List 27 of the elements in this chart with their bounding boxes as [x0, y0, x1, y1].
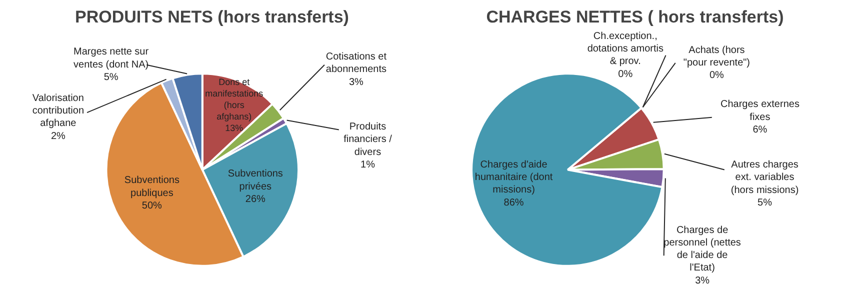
slice-label: Charges d'aide humanitaire (dont missions) — [474, 159, 553, 196]
slice-label: Charges externes fixes — [720, 99, 800, 123]
slice-label: Produits financiers / divers — [344, 121, 392, 158]
slice-label: Cotisations et abonnements — [326, 51, 387, 76]
slice-label: Autres charges ext. variables (hors missions) — [730, 160, 799, 196]
slice-label: Marges nette sur ventes (dont NA) — [74, 46, 150, 70]
chart-title: PRODUITS NETS (hors transferts) — [75, 8, 349, 26]
slice-label: Valorisation contribution afghane — [32, 92, 84, 130]
data-label: 86% — [504, 197, 524, 208]
data-label: 3% — [348, 76, 364, 88]
data-label: 26% — [245, 194, 266, 206]
text: 0% — [709, 70, 724, 82]
data-label: 2% — [50, 130, 66, 142]
data-label: 5% — [104, 72, 118, 84]
data-label: 3% — [695, 275, 710, 286]
data-label: 13% — [225, 122, 244, 133]
text: 0% — [618, 68, 633, 80]
slice-label: Subventions privées — [228, 168, 283, 192]
data-label: 1% — [360, 159, 376, 170]
data-label: 5% — [758, 198, 772, 209]
slice-label: Charges de personnel (nettes de l'aide de l'Etat) — [664, 224, 741, 274]
category-label: Ch.exception., dotations amortis & prov. — [587, 30, 664, 68]
data-label: 6% — [752, 124, 768, 136]
slice-label: Subventions publiques — [124, 175, 180, 199]
category-label: Achats (hors "pour revente") — [683, 44, 750, 68]
data-label: 50% — [142, 200, 162, 212]
chart-title: CHARGES NETTES ( hors transferts) — [486, 8, 784, 26]
